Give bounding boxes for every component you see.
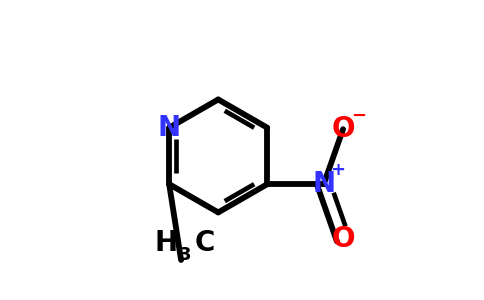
- Text: −: −: [351, 107, 366, 125]
- Text: H: H: [155, 229, 178, 257]
- Text: N: N: [158, 114, 181, 142]
- Text: 3: 3: [179, 245, 191, 263]
- Text: +: +: [331, 161, 346, 179]
- Text: C: C: [195, 229, 215, 257]
- Text: O: O: [332, 115, 355, 143]
- Text: N: N: [312, 170, 335, 198]
- Text: O: O: [332, 225, 355, 253]
